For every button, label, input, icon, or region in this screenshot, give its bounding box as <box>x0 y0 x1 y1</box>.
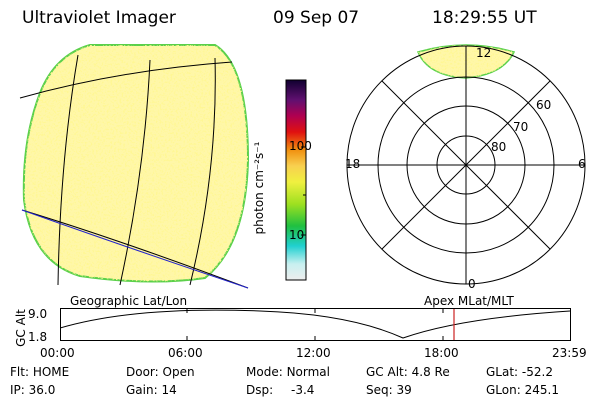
colorbar <box>285 79 307 281</box>
alt-x-tick-1: 06:00 <box>168 346 203 360</box>
lat-label-80: 80 <box>491 140 507 154</box>
flt-label: Flt: <box>10 365 29 379</box>
lat-label-70: 70 <box>513 120 529 134</box>
door-value: Open <box>162 365 195 379</box>
ip-value: 36.0 <box>28 383 56 397</box>
status-ip: IP: 36.0 <box>10 383 55 397</box>
alt-x-ticks <box>186 309 444 340</box>
colorbar-gradient <box>285 79 307 281</box>
geo-projection-label: Geographic Lat/Lon <box>70 294 188 308</box>
status-seq: Seq: 39 <box>366 383 412 397</box>
dsp-label: Dsp: <box>246 383 274 397</box>
glon-value: 245.1 <box>524 383 559 397</box>
colorbar-tick-10-label: 10 <box>289 228 305 242</box>
seq-label: Seq: <box>366 383 393 397</box>
apex-projection-label: Apex MLat/MLT <box>424 294 514 308</box>
alt-x-tick-3: 18:00 <box>424 346 459 360</box>
instrument-title: Ultraviolet Imager <box>22 8 176 28</box>
gain-value: 14 <box>161 383 177 397</box>
geo-grid <box>19 54 249 289</box>
gcalt-label: GC Alt: <box>366 365 408 379</box>
lat-label-60: 60 <box>536 98 552 112</box>
time-label: 18:29:55 UT <box>432 8 537 28</box>
status-door: Door: Open <box>126 365 195 379</box>
colorbar-tick-100-label: 100 <box>289 139 312 153</box>
terminator-line <box>21 209 249 289</box>
date-label: 09 Sep 07 <box>273 8 360 28</box>
status-glon: GLon: 245.1 <box>486 383 559 397</box>
gain-label: Gain: <box>126 383 158 397</box>
door-label: Door: <box>126 365 159 379</box>
alt-curve <box>60 309 571 339</box>
alt-x-tick-0: 00:00 <box>40 346 75 360</box>
status-mode: Mode: Normal <box>246 365 330 379</box>
colorbar-unit-label: photon cm⁻²s⁻¹ <box>252 141 266 235</box>
status-flt: Flt: HOME <box>10 365 69 379</box>
mlt-label-left: 18 <box>345 157 361 171</box>
alt-x-tick-4: 23:59 <box>552 346 587 360</box>
glon-label: GLon: <box>486 383 521 397</box>
mode-label: Mode: <box>246 365 283 379</box>
alt-y-axis-label: GC Alt <box>14 309 28 347</box>
mlt-label-right: 6 <box>578 157 586 171</box>
earth-image <box>19 44 250 289</box>
mode-value: Normal <box>286 365 330 379</box>
alt-plot <box>60 308 571 341</box>
earth-speckle <box>23 45 248 282</box>
dsp-value: -3.4 <box>290 383 315 397</box>
status-gain: Gain: 14 <box>126 383 177 397</box>
gcalt-value: 4.8 Re <box>411 365 450 379</box>
ip-label: IP: <box>10 383 25 397</box>
glat-value: -52.2 <box>521 365 553 379</box>
alt-y-max-label: 9.0 <box>28 307 48 321</box>
alt-x-tick-2: 12:00 <box>296 346 331 360</box>
polar-grid <box>346 45 586 285</box>
status-glat: GLat: -52.2 <box>486 365 553 379</box>
alt-y-min-label: 1.8 <box>28 330 48 344</box>
mlt-label-top: 12 <box>476 46 492 60</box>
alt-plot-frame <box>60 308 571 341</box>
status-dsp: Dsp: -3.4 <box>246 383 314 397</box>
flt-value: HOME <box>32 365 70 379</box>
glat-label: GLat: <box>486 365 519 379</box>
polar-plot <box>346 44 586 285</box>
seq-value: 39 <box>396 383 412 397</box>
status-gcalt: GC Alt: 4.8 Re <box>366 365 450 379</box>
mlt-label-bottom: 0 <box>468 277 476 291</box>
